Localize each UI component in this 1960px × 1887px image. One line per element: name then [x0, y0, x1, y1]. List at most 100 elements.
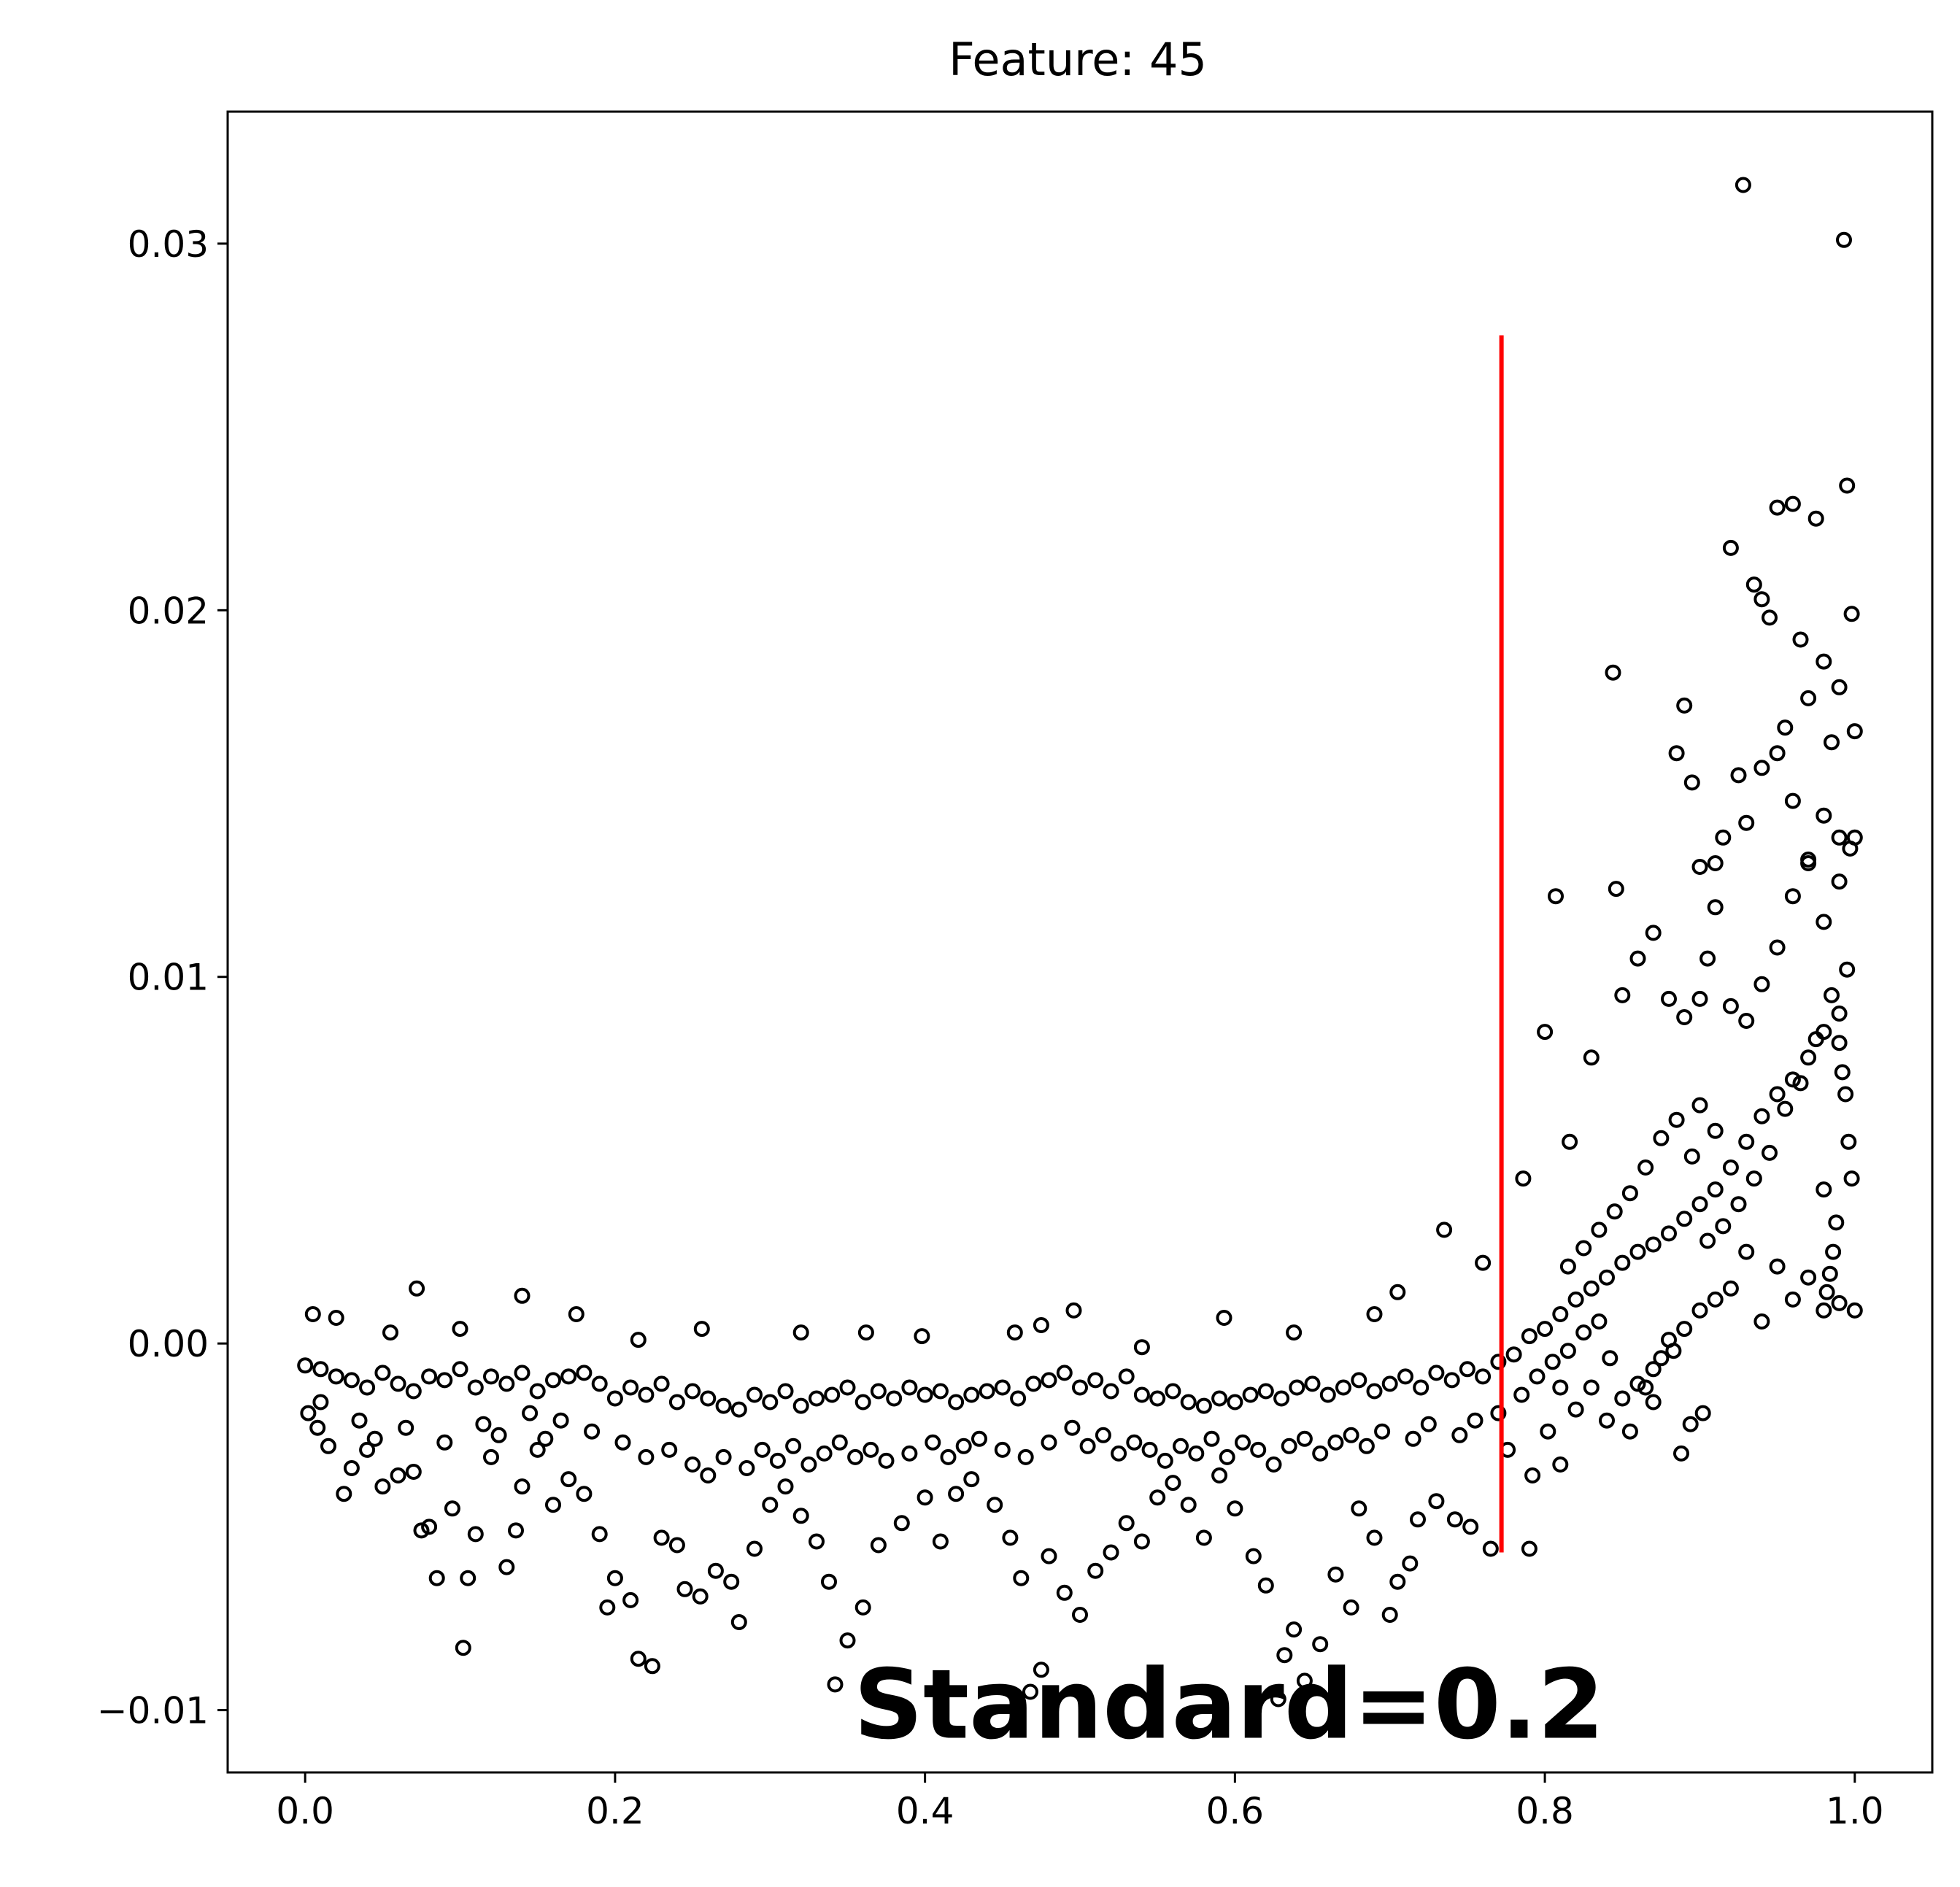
data-point	[1825, 1243, 1842, 1260]
data-point	[644, 1658, 660, 1675]
data-point	[336, 1486, 352, 1502]
data-point	[932, 1383, 949, 1400]
data-point	[1583, 1379, 1600, 1396]
data-point	[390, 1467, 406, 1483]
data-point	[638, 1448, 655, 1465]
data-point	[661, 1441, 678, 1458]
data-point	[309, 1419, 326, 1436]
data-point	[1738, 1133, 1755, 1150]
y-axis: −0.01 0.00 0.01 0.02 0.03	[97, 223, 228, 1732]
data-point	[1072, 1607, 1088, 1623]
data-point	[676, 1581, 693, 1597]
data-point	[1118, 1515, 1135, 1532]
data-point	[901, 1379, 918, 1396]
data-point	[1824, 987, 1840, 1003]
data-point	[1103, 1383, 1119, 1400]
data-point	[854, 1394, 871, 1411]
data-point	[1676, 1211, 1693, 1227]
data-point	[614, 1434, 631, 1451]
data-point	[1006, 1324, 1023, 1341]
data-point	[1567, 1401, 1584, 1418]
data-point	[1614, 1254, 1631, 1271]
data-point	[1599, 1412, 1615, 1429]
data-point	[1420, 1416, 1437, 1432]
data-point	[785, 1438, 802, 1454]
data-point	[409, 1280, 425, 1297]
data-point	[514, 1365, 530, 1381]
data-point	[398, 1419, 414, 1436]
x-tick-label: 1.0	[1826, 1790, 1884, 1832]
data-point	[1548, 888, 1564, 905]
data-point	[1296, 1430, 1313, 1447]
data-point	[1839, 961, 1856, 978]
data-point	[1846, 723, 1863, 740]
data-point	[508, 1522, 524, 1539]
data-point	[1738, 1243, 1755, 1260]
data-point	[1033, 1317, 1049, 1333]
data-point	[1195, 1397, 1212, 1414]
data-point	[1831, 1294, 1848, 1311]
data-point	[1614, 987, 1631, 1003]
data-point	[809, 1533, 825, 1550]
data-point	[1436, 1222, 1453, 1238]
data-point	[1753, 976, 1770, 992]
data-point	[777, 1383, 794, 1400]
data-point	[1699, 1232, 1716, 1249]
data-point	[1683, 774, 1700, 791]
data-point	[328, 1368, 344, 1385]
data-point	[1691, 990, 1708, 1007]
data-point	[1428, 1493, 1445, 1510]
data-point	[1286, 1324, 1303, 1341]
data-point	[1304, 1375, 1321, 1392]
data-point	[1428, 1365, 1445, 1381]
data-point	[475, 1416, 492, 1432]
data-point	[1157, 1452, 1173, 1469]
data-point	[693, 1321, 710, 1338]
data-point	[444, 1500, 460, 1517]
data-point	[1041, 1434, 1057, 1451]
data-point	[1707, 1122, 1724, 1139]
data-point	[1707, 1291, 1724, 1308]
data-point	[1840, 1133, 1857, 1150]
data-point	[1312, 1445, 1329, 1462]
data-point	[839, 1379, 856, 1396]
data-point	[1381, 1375, 1398, 1392]
data-point	[738, 1460, 755, 1476]
data-point	[1753, 591, 1770, 608]
data-point	[1149, 1489, 1166, 1506]
data-point	[1257, 1383, 1274, 1400]
x-tick-label: 0.4	[896, 1790, 954, 1832]
data-point	[622, 1379, 639, 1396]
data-point	[1211, 1467, 1228, 1483]
data-point	[1653, 1130, 1670, 1146]
data-point	[1836, 231, 1852, 248]
data-point	[1490, 1405, 1507, 1421]
data-point	[1188, 1445, 1205, 1462]
data-point	[1559, 1258, 1576, 1275]
data-point	[1065, 1302, 1082, 1319]
data-point	[1211, 1390, 1228, 1407]
data-point	[1521, 1328, 1537, 1345]
data-point	[1629, 1375, 1646, 1392]
data-point	[1738, 1013, 1755, 1029]
data-point	[1227, 1394, 1243, 1411]
data-point	[792, 1397, 809, 1414]
data-point	[1397, 1368, 1413, 1385]
data-point	[777, 1478, 794, 1495]
data-point	[328, 1310, 344, 1326]
data-point	[1562, 1133, 1578, 1150]
data-point	[1312, 1636, 1329, 1653]
data-point	[638, 1386, 655, 1403]
data-point	[762, 1497, 779, 1513]
data-point	[1270, 1691, 1286, 1707]
data-point	[1343, 1427, 1359, 1443]
data-point	[1242, 1386, 1259, 1403]
data-point	[1834, 1064, 1851, 1081]
data-point	[1843, 606, 1860, 622]
data-point	[1621, 1423, 1638, 1440]
data-point	[1524, 1467, 1541, 1483]
data-point	[1784, 495, 1801, 512]
data-point	[746, 1386, 763, 1403]
data-point	[421, 1368, 438, 1385]
data-point	[1402, 1555, 1419, 1572]
